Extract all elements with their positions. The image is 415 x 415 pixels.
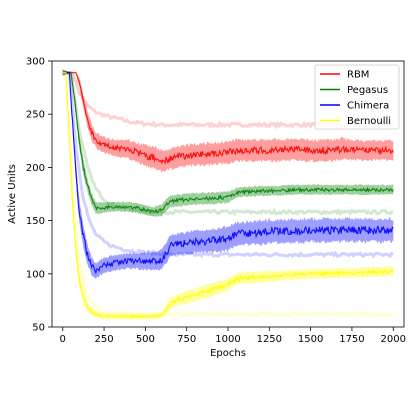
- x-axis-label: Epochs: [210, 348, 246, 359]
- legend-label-chimera: Chimera: [347, 101, 389, 112]
- x-axis: 0 250 500 750 1000 1250 1500 1750 2000: [60, 327, 406, 345]
- x-tick-label: 1000: [215, 334, 240, 345]
- x-tick-label: 750: [177, 334, 196, 345]
- y-tick-label: 250: [26, 110, 45, 121]
- y-tick-label: 150: [26, 216, 45, 227]
- y-tick-label: 100: [26, 269, 45, 280]
- series-line-pegasus: [62, 71, 394, 214]
- plot-area: [62, 69, 395, 320]
- series-band-chimera: [62, 69, 394, 280]
- y-tick-label: 300: [26, 57, 45, 68]
- x-tick-label: 0: [60, 334, 66, 345]
- legend-label-rbm: RBM: [347, 70, 369, 81]
- faded-series-line: [62, 71, 394, 319]
- legend: RBM Pegasus Chimera Bernoulli: [314, 64, 400, 130]
- series-band-rbm: [62, 69, 394, 173]
- x-tick-label: 500: [136, 334, 155, 345]
- series-band-pegasus: [62, 69, 394, 217]
- x-tick-label: 250: [95, 334, 114, 345]
- series-line-chimera: [62, 71, 394, 275]
- legend-label-pegasus: Pegasus: [347, 85, 388, 96]
- series-line-bernoulli: [62, 71, 394, 319]
- faded-series-line: [62, 71, 394, 259]
- x-tick-label: 2000: [381, 334, 406, 345]
- x-tick-label: 1250: [257, 334, 282, 345]
- y-axis-label: Active Units: [7, 164, 18, 224]
- legend-label-bernoulli: Bernoulli: [347, 116, 391, 127]
- x-tick-label: 1750: [339, 334, 364, 345]
- y-tick-label: 200: [26, 163, 45, 174]
- series-line-rbm: [62, 71, 394, 165]
- y-tick-label: 50: [32, 323, 45, 334]
- legend-box: [314, 64, 400, 130]
- x-tick-label: 1500: [298, 334, 323, 345]
- y-axis: 50 100 150 200 250 300: [26, 57, 52, 334]
- faded-series-line: [62, 71, 394, 217]
